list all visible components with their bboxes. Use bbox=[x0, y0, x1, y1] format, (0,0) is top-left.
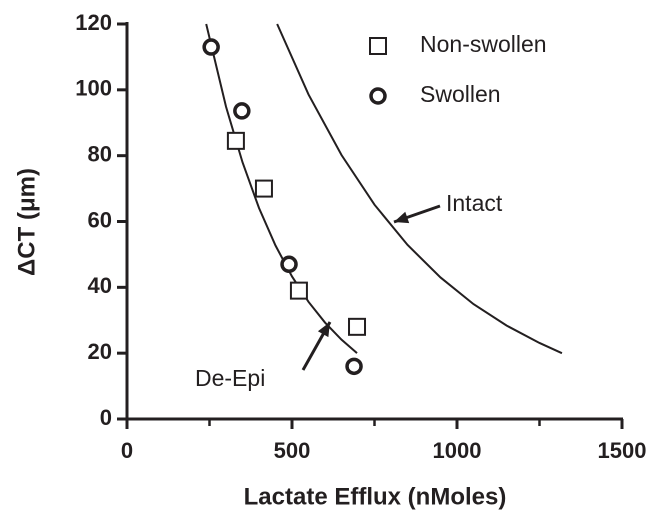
arrow-head bbox=[394, 211, 410, 224]
x-tick-label: 1500 bbox=[598, 438, 647, 463]
x-tick-label: 500 bbox=[274, 438, 311, 463]
legend-label: Non-swollen bbox=[420, 31, 547, 57]
legend-label: Swollen bbox=[420, 81, 501, 107]
x-tick-label: 1000 bbox=[433, 438, 482, 463]
curve-label: De-Epi bbox=[195, 365, 265, 391]
y-tick-label: 60 bbox=[88, 207, 112, 232]
y-tick-label: 40 bbox=[88, 273, 112, 298]
y-axis-label: ΔCT (μm) bbox=[13, 168, 40, 276]
square-marker bbox=[226, 131, 245, 150]
fit-curve bbox=[276, 23, 563, 355]
legend-square bbox=[369, 37, 387, 55]
square-marker bbox=[348, 317, 367, 336]
y-tick-label: 100 bbox=[75, 76, 112, 101]
circle-marker bbox=[202, 38, 220, 56]
curve-label: Intact bbox=[446, 190, 503, 216]
y-tick-label: 80 bbox=[88, 141, 112, 166]
fit-curve bbox=[205, 23, 358, 354]
x-axis-label: Lactate Efflux (nMoles) bbox=[244, 483, 507, 510]
x-tick-label: 0 bbox=[121, 438, 133, 463]
arrow-head bbox=[317, 322, 330, 338]
y-tick-label: 0 bbox=[100, 405, 112, 430]
circle-marker bbox=[345, 357, 363, 376]
circle-marker bbox=[280, 255, 298, 274]
square-marker bbox=[289, 281, 308, 300]
square-marker bbox=[254, 179, 273, 198]
y-tick-label: 120 bbox=[75, 10, 112, 35]
y-tick-label: 20 bbox=[88, 339, 112, 364]
circle-marker bbox=[233, 102, 251, 120]
legend-circle bbox=[369, 87, 387, 105]
